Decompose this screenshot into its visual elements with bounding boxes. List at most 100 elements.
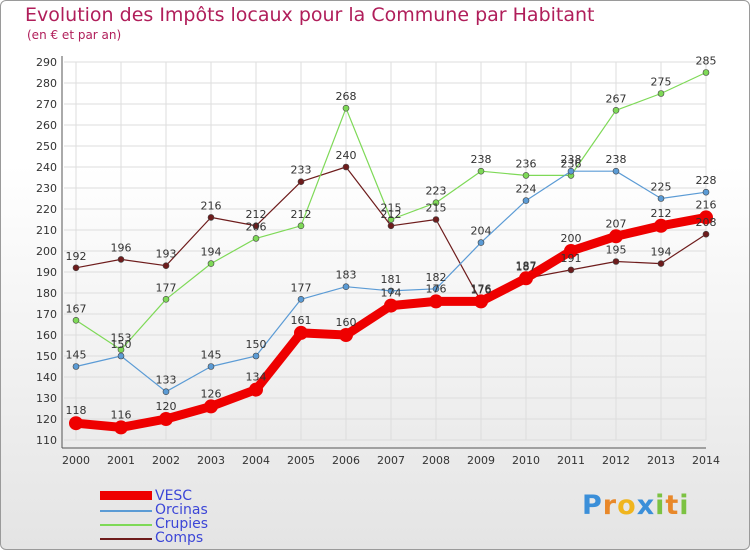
data-label-vesc: 216 — [696, 198, 717, 211]
y-tick-label: 290 — [36, 56, 57, 69]
data-label-vesc: 176 — [426, 282, 447, 295]
legend-swatch-crupies — [100, 524, 152, 526]
data-label-orcinas: 150 — [246, 338, 267, 351]
data-label-orcinas: 181 — [381, 273, 402, 286]
data-label-vesc: 118 — [66, 404, 87, 417]
data-label-crupies: 223 — [426, 185, 447, 198]
data-label-crupies: 267 — [606, 92, 627, 105]
x-tick-label: 2011 — [557, 454, 585, 467]
data-label-comps: 216 — [201, 199, 222, 212]
x-tick-label: 2001 — [107, 454, 135, 467]
data-label-vesc: 120 — [156, 400, 177, 413]
data-point-crupies — [72, 316, 80, 324]
data-point-crupies — [657, 90, 665, 97]
data-label-crupies: 153 — [111, 332, 132, 345]
data-point-vesc — [609, 229, 623, 244]
data-label-comps: 212 — [381, 208, 402, 221]
x-tick-label: 2012 — [602, 454, 630, 467]
data-point-crupies — [207, 260, 215, 267]
data-point-comps — [72, 264, 80, 272]
x-tick-label: 2010 — [512, 454, 540, 467]
x-tick-label: 2005 — [287, 454, 315, 467]
data-point-comps — [207, 214, 215, 221]
data-label-orcinas: 183 — [336, 269, 357, 282]
data-point-orcinas — [522, 197, 530, 204]
legend-swatch-orcinas — [100, 510, 152, 512]
legend-label-crupies: Crupies — [155, 516, 209, 532]
data-label-orcinas: 238 — [606, 153, 627, 166]
data-point-orcinas — [207, 363, 215, 370]
data-point-comps — [432, 216, 440, 223]
logo-letter: r — [602, 490, 618, 521]
data-label-orcinas: 225 — [651, 181, 672, 194]
data-point-crupies — [477, 167, 485, 175]
y-tick-label: 180 — [36, 287, 57, 300]
data-label-comps: 194 — [651, 246, 672, 259]
x-tick-label: 2004 — [242, 454, 270, 467]
data-label-crupies: 238 — [471, 153, 492, 166]
data-point-orcinas — [297, 295, 305, 303]
data-point-vesc — [474, 294, 488, 309]
data-label-comps: 215 — [426, 202, 447, 215]
data-label-comps: 191 — [561, 252, 582, 265]
data-label-orcinas: 133 — [156, 374, 177, 387]
y-tick-label: 270 — [36, 98, 57, 111]
data-point-vesc — [519, 271, 533, 286]
legend-label-vesc: VESC — [155, 488, 193, 504]
logo-letter: x — [636, 490, 656, 521]
data-point-vesc — [429, 294, 443, 309]
chart-subtitle: (en € et par an) — [27, 28, 122, 42]
data-point-orcinas — [387, 287, 395, 295]
y-tick-label: 220 — [36, 203, 57, 216]
y-tick-label: 160 — [36, 329, 57, 342]
data-label-comps: 233 — [291, 164, 312, 177]
data-label-crupies: 275 — [651, 76, 672, 89]
logo-letter: t — [665, 490, 680, 521]
data-label-orcinas: 145 — [201, 349, 222, 362]
data-label-comps: 212 — [246, 208, 267, 221]
data-label-vesc: 207 — [606, 217, 627, 230]
logo-letter: P — [582, 490, 603, 521]
data-label-vesc: 187 — [516, 259, 537, 272]
x-tick-label: 2014 — [692, 454, 720, 467]
data-point-orcinas — [477, 239, 485, 246]
data-label-crupies: 215 — [381, 202, 402, 215]
data-point-crupies — [252, 235, 260, 242]
x-tick-label: 2002 — [152, 454, 180, 467]
y-tick-label: 120 — [36, 413, 57, 426]
data-label-crupies: 236 — [516, 157, 537, 170]
data-point-crupies — [342, 104, 350, 112]
data-point-orcinas — [117, 352, 125, 360]
data-point-comps — [387, 222, 395, 230]
legend-label-comps: Comps — [155, 530, 204, 546]
data-label-comps: 176 — [471, 283, 492, 296]
data-point-vesc — [114, 420, 128, 435]
data-label-orcinas: 150 — [111, 338, 132, 351]
logo-letter: o — [617, 490, 637, 521]
data-label-orcinas: 204 — [471, 225, 492, 238]
data-label-vesc: 134 — [246, 371, 267, 384]
data-point-vesc — [654, 218, 668, 233]
data-point-orcinas — [567, 167, 575, 175]
data-point-comps — [117, 256, 125, 263]
data-label-comps: 192 — [66, 250, 87, 263]
chart-title: Evolution des Impôts locaux pour la Comm… — [25, 4, 595, 26]
data-point-comps — [252, 222, 260, 230]
data-label-crupies: 268 — [336, 90, 357, 103]
data-point-vesc — [564, 244, 578, 258]
data-label-orcinas: 238 — [561, 153, 582, 166]
data-label-orcinas: 177 — [291, 281, 312, 294]
data-point-orcinas — [432, 285, 440, 293]
data-point-orcinas — [252, 352, 260, 360]
data-point-vesc — [249, 382, 263, 397]
data-point-orcinas — [162, 388, 170, 396]
y-tick-label: 250 — [36, 140, 57, 153]
data-point-crupies — [162, 295, 170, 303]
legend-swatch-comps — [100, 538, 152, 540]
data-point-vesc — [384, 298, 398, 313]
data-label-crupies: 212 — [291, 208, 312, 221]
data-point-orcinas — [72, 363, 80, 370]
data-label-orcinas: 182 — [426, 271, 447, 284]
data-label-vesc: 126 — [201, 387, 222, 400]
